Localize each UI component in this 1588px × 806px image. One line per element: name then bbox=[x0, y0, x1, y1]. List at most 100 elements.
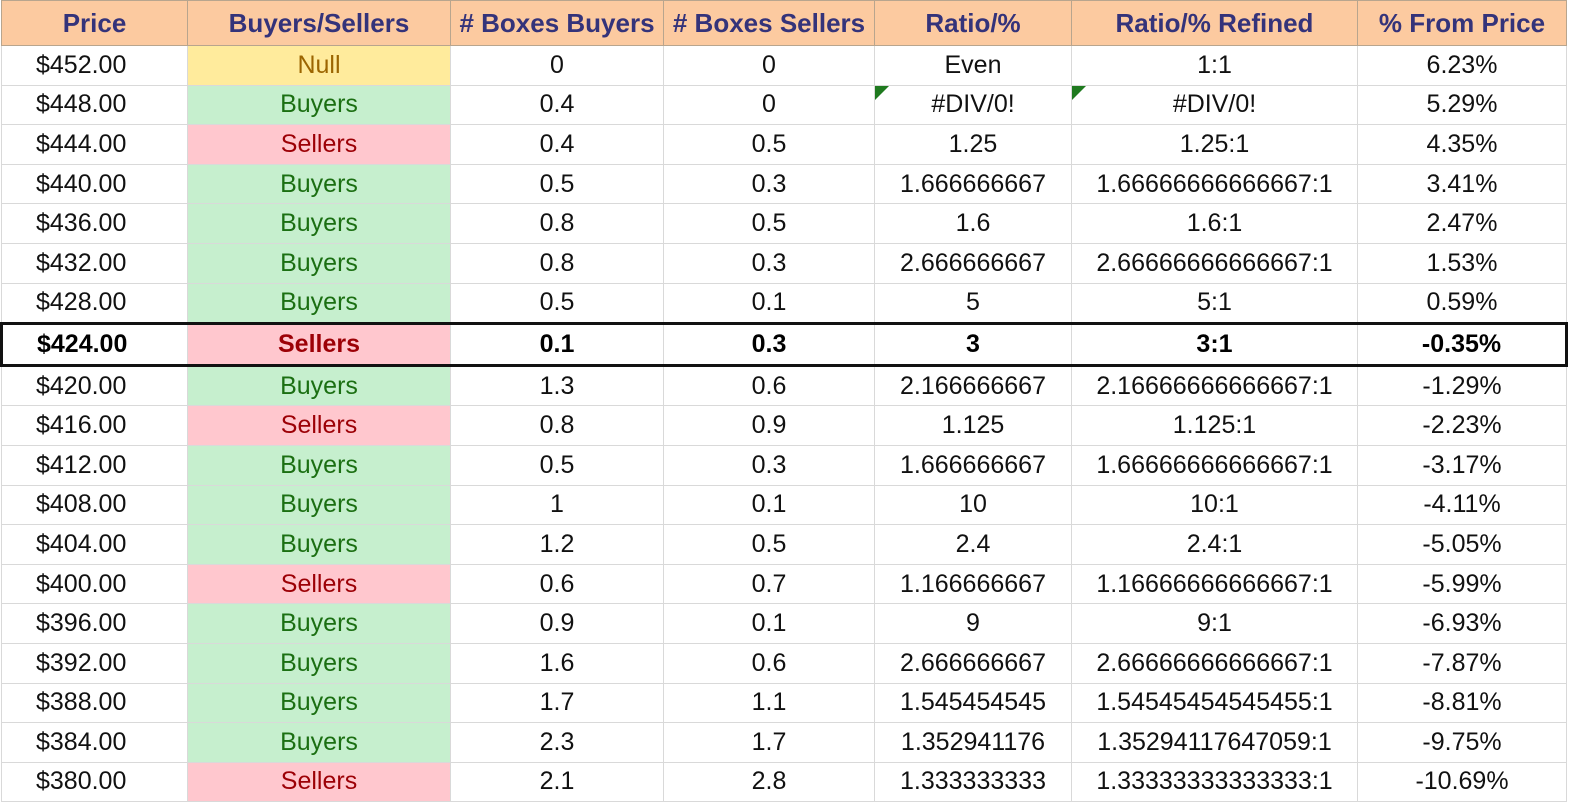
side-cell[interactable]: Buyers bbox=[187, 84, 451, 126]
boxes-buyers-cell[interactable]: 0.4 bbox=[450, 124, 664, 165]
from-price-cell[interactable]: -0.35% bbox=[1357, 322, 1568, 367]
boxes-buyers-cell[interactable]: 0.4 bbox=[450, 84, 664, 126]
boxes-buyers-cell[interactable]: 0 bbox=[450, 45, 664, 86]
from-price-cell[interactable]: 6.23% bbox=[1357, 45, 1567, 86]
boxes-sellers-cell[interactable]: 0 bbox=[663, 45, 875, 86]
from-price-cell[interactable]: 5.29% bbox=[1357, 84, 1567, 126]
side-cell[interactable]: Buyers bbox=[187, 163, 451, 205]
ratio-refined-cell[interactable]: 1.6:1 bbox=[1071, 203, 1358, 244]
side-cell[interactable]: Sellers bbox=[187, 563, 451, 605]
from-price-cell[interactable]: 4.35% bbox=[1357, 124, 1567, 165]
ratio-refined-cell[interactable]: 1.125:1 bbox=[1071, 405, 1358, 446]
from-price-cell[interactable]: 3.41% bbox=[1357, 163, 1567, 205]
boxes-sellers-cell[interactable]: 1.7 bbox=[663, 722, 875, 763]
ratio-refined-cell[interactable]: 5:1 bbox=[1071, 282, 1358, 325]
side-cell[interactable]: Buyers bbox=[187, 242, 451, 284]
boxes-sellers-cell[interactable]: 0.6 bbox=[663, 364, 875, 407]
side-cell[interactable]: Buyers bbox=[187, 642, 451, 684]
from-price-cell[interactable]: 1.53% bbox=[1357, 242, 1567, 284]
boxes-sellers-cell[interactable]: 0.5 bbox=[663, 124, 875, 165]
ratio-cell[interactable]: 1.166666667 bbox=[874, 563, 1072, 605]
boxes-sellers-cell[interactable]: 0.3 bbox=[663, 163, 875, 205]
ratio-refined-cell[interactable]: 2.16666666666667:1 bbox=[1071, 364, 1358, 407]
boxes-sellers-cell[interactable]: 0.9 bbox=[663, 405, 875, 446]
boxes-sellers-cell[interactable]: 0 bbox=[663, 84, 875, 126]
side-cell[interactable]: Sellers bbox=[187, 405, 451, 446]
price-cell[interactable]: $428.00 bbox=[1, 282, 188, 325]
from-price-cell[interactable]: -2.23% bbox=[1357, 405, 1567, 446]
price-cell[interactable]: $440.00 bbox=[1, 163, 188, 205]
boxes-buyers-cell[interactable]: 0.5 bbox=[450, 282, 664, 325]
boxes-sellers-cell[interactable]: 0.1 bbox=[663, 484, 875, 526]
ratio-cell[interactable]: 9 bbox=[874, 603, 1072, 644]
ratio-cell[interactable]: 1.6 bbox=[874, 203, 1072, 244]
side-cell[interactable]: Buyers bbox=[187, 603, 451, 644]
header-boxes-sellers[interactable]: # Boxes Sellers bbox=[663, 0, 875, 46]
ratio-cell[interactable]: 1.666666667 bbox=[874, 444, 1072, 486]
price-cell[interactable]: $388.00 bbox=[1, 682, 188, 724]
boxes-buyers-cell[interactable]: 0.5 bbox=[450, 444, 664, 486]
from-price-cell[interactable]: -4.11% bbox=[1357, 484, 1567, 526]
from-price-cell[interactable]: -3.17% bbox=[1357, 444, 1567, 486]
boxes-buyers-cell[interactable]: 2.3 bbox=[450, 722, 664, 763]
side-cell[interactable]: Sellers bbox=[187, 124, 451, 165]
ratio-refined-cell[interactable]: 2.4:1 bbox=[1071, 524, 1358, 565]
price-cell[interactable]: $400.00 bbox=[1, 563, 188, 605]
ratio-refined-cell[interactable]: 1.35294117647059:1 bbox=[1071, 722, 1358, 763]
boxes-sellers-cell[interactable]: 0.3 bbox=[663, 242, 875, 284]
ratio-cell[interactable]: 1.125 bbox=[874, 405, 1072, 446]
from-price-cell[interactable]: -7.87% bbox=[1357, 642, 1567, 684]
header-from-price[interactable]: % From Price bbox=[1357, 0, 1567, 46]
boxes-sellers-cell[interactable]: 0.6 bbox=[663, 642, 875, 684]
side-cell[interactable]: Buyers bbox=[187, 282, 451, 325]
price-cell[interactable]: $416.00 bbox=[1, 405, 188, 446]
price-cell[interactable]: $420.00 bbox=[1, 364, 188, 407]
from-price-cell[interactable]: 0.59% bbox=[1357, 282, 1567, 325]
side-cell[interactable]: Null bbox=[187, 45, 451, 86]
ratio-cell[interactable]: 1.545454545 bbox=[874, 682, 1072, 724]
boxes-buyers-cell[interactable]: 0.6 bbox=[450, 563, 664, 605]
header-price[interactable]: Price bbox=[1, 0, 188, 46]
side-cell[interactable]: Buyers bbox=[187, 484, 451, 526]
price-cell[interactable]: $436.00 bbox=[1, 203, 188, 244]
boxes-sellers-cell[interactable]: 0.5 bbox=[663, 203, 875, 244]
side-cell[interactable]: Sellers bbox=[187, 322, 451, 367]
boxes-sellers-cell[interactable]: 1.1 bbox=[663, 682, 875, 724]
ratio-cell[interactable]: #DIV/0! bbox=[874, 84, 1072, 126]
boxes-sellers-cell[interactable]: 0.1 bbox=[663, 603, 875, 644]
boxes-buyers-cell[interactable]: 1.3 bbox=[450, 364, 664, 407]
boxes-sellers-cell[interactable]: 0.3 bbox=[663, 444, 875, 486]
from-price-cell[interactable]: -10.69% bbox=[1357, 761, 1567, 803]
from-price-cell[interactable]: -5.99% bbox=[1357, 563, 1567, 605]
boxes-sellers-cell[interactable]: 2.8 bbox=[663, 761, 875, 803]
side-cell[interactable]: Buyers bbox=[187, 722, 451, 763]
header-buyers-sellers[interactable]: Buyers/Sellers bbox=[187, 0, 451, 46]
ratio-refined-cell[interactable]: 1.25:1 bbox=[1071, 124, 1358, 165]
price-cell[interactable]: $408.00 bbox=[1, 484, 188, 526]
boxes-buyers-cell[interactable]: 0.8 bbox=[450, 203, 664, 244]
price-cell[interactable]: $380.00 bbox=[1, 761, 188, 803]
ratio-cell[interactable]: 1.666666667 bbox=[874, 163, 1072, 205]
ratio-refined-cell[interactable]: 9:1 bbox=[1071, 603, 1358, 644]
ratio-refined-cell[interactable]: 1:1 bbox=[1071, 45, 1358, 86]
from-price-cell[interactable]: -1.29% bbox=[1357, 364, 1567, 407]
ratio-refined-cell[interactable]: #DIV/0! bbox=[1071, 84, 1358, 126]
price-cell[interactable]: $412.00 bbox=[1, 444, 188, 486]
boxes-sellers-cell[interactable]: 0.5 bbox=[663, 524, 875, 565]
boxes-buyers-cell[interactable]: 1.6 bbox=[450, 642, 664, 684]
boxes-buyers-cell[interactable]: 0.5 bbox=[450, 163, 664, 205]
boxes-sellers-cell[interactable]: 0.7 bbox=[663, 563, 875, 605]
header-ratio-refined[interactable]: Ratio/% Refined bbox=[1071, 0, 1358, 46]
ratio-refined-cell[interactable]: 2.66666666666667:1 bbox=[1071, 242, 1358, 284]
ratio-cell[interactable]: 1.333333333 bbox=[874, 761, 1072, 803]
side-cell[interactable]: Buyers bbox=[187, 524, 451, 565]
ratio-refined-cell[interactable]: 1.54545454545455:1 bbox=[1071, 682, 1358, 724]
side-cell[interactable]: Sellers bbox=[187, 761, 451, 803]
boxes-buyers-cell[interactable]: 1.2 bbox=[450, 524, 664, 565]
ratio-refined-cell[interactable]: 2.66666666666667:1 bbox=[1071, 642, 1358, 684]
price-cell[interactable]: $392.00 bbox=[1, 642, 188, 684]
boxes-buyers-cell[interactable]: 2.1 bbox=[450, 761, 664, 803]
ratio-cell[interactable]: 2.166666667 bbox=[874, 364, 1072, 407]
ratio-cell[interactable]: 5 bbox=[874, 282, 1072, 325]
boxes-sellers-cell[interactable]: 0.3 bbox=[663, 322, 875, 367]
